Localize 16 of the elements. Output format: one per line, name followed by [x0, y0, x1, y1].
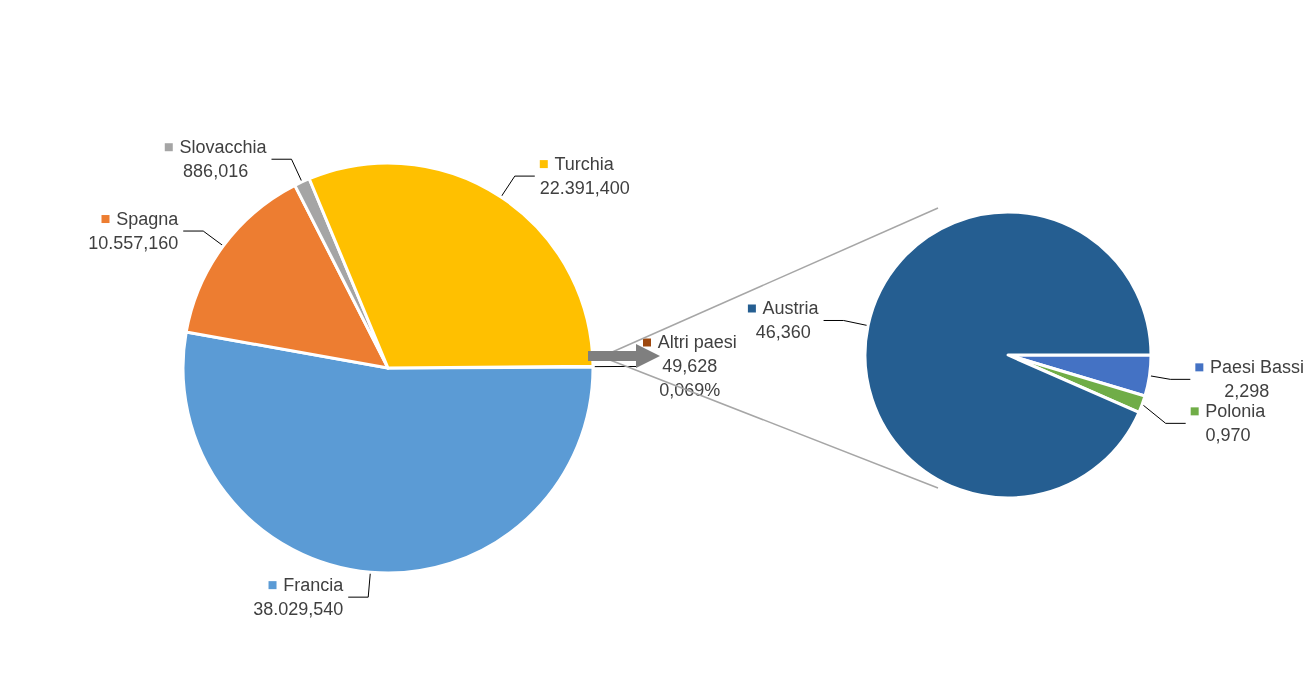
- data-label: 0,970: [1205, 425, 1251, 446]
- legend-label: Paesi Bassi: [1210, 357, 1305, 378]
- data-label: 46,360: [755, 322, 811, 343]
- legend-label: Austria: [762, 298, 820, 319]
- data-label: 886,016: [183, 161, 249, 182]
- data-label: 49,628 0,069%: [659, 356, 721, 401]
- legend-label: Francia: [283, 575, 345, 596]
- data-label: 38.029,540: [253, 599, 344, 620]
- legend-label: Turchia: [554, 154, 615, 175]
- legend-label: Slovacchia: [179, 137, 268, 158]
- data-label: 2,298: [1224, 381, 1270, 402]
- data-label: 22.391,400: [539, 178, 630, 199]
- legend-label: Spagna: [116, 209, 180, 230]
- data-label: 10.557,160: [88, 233, 179, 254]
- legend-label: Altri paesi: [657, 332, 737, 353]
- legend-label: Polonia: [1205, 401, 1267, 422]
